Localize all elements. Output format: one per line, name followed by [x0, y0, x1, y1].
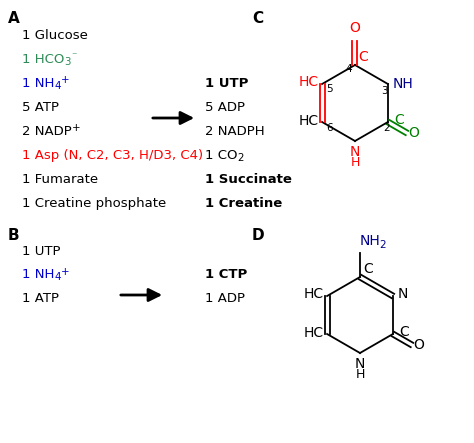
Text: 1 Creatine: 1 Creatine: [205, 197, 282, 210]
Text: 1 UTP: 1 UTP: [22, 245, 61, 257]
Text: N: N: [355, 357, 365, 371]
Text: C: C: [399, 325, 409, 339]
Text: H: H: [356, 368, 365, 381]
Text: 2: 2: [383, 123, 390, 133]
Text: 1 Asp (N, C2, C3, H/D3, C4): 1 Asp (N, C2, C3, H/D3, C4): [22, 148, 203, 162]
Text: 6: 6: [326, 123, 333, 133]
Text: 2: 2: [237, 152, 244, 163]
Text: 1 CO: 1 CO: [205, 148, 237, 162]
Text: B: B: [8, 228, 19, 243]
Text: N: N: [398, 287, 408, 301]
Text: C: C: [363, 262, 373, 276]
Text: 5: 5: [326, 84, 333, 94]
Text: HC: HC: [304, 287, 324, 301]
Text: HC: HC: [299, 114, 319, 128]
Text: C: C: [394, 113, 404, 127]
Text: 3: 3: [382, 86, 388, 96]
Text: 3: 3: [64, 57, 71, 66]
Text: 2: 2: [379, 240, 386, 250]
Text: 5 ADP: 5 ADP: [205, 101, 245, 113]
Text: 1 NH: 1 NH: [22, 268, 55, 281]
Text: 2 NADPH: 2 NADPH: [205, 124, 264, 137]
Text: 5 ATP: 5 ATP: [22, 101, 59, 113]
Text: 1 NH: 1 NH: [22, 77, 55, 89]
Text: +: +: [61, 267, 70, 277]
Text: 4: 4: [55, 272, 61, 283]
Text: O: O: [409, 126, 419, 140]
Text: D: D: [252, 228, 264, 243]
Text: O: O: [349, 21, 360, 35]
Text: 1 Fumarate: 1 Fumarate: [22, 172, 98, 186]
Text: 1 HCO: 1 HCO: [22, 53, 64, 66]
Text: H: H: [350, 156, 360, 169]
Text: A: A: [8, 11, 20, 26]
Text: 4: 4: [346, 64, 352, 74]
Text: 1 ADP: 1 ADP: [205, 292, 245, 306]
Text: NH: NH: [360, 234, 381, 248]
Text: 1 UTP: 1 UTP: [205, 77, 248, 89]
Text: C: C: [358, 50, 368, 64]
Text: 1 Glucose: 1 Glucose: [22, 28, 88, 42]
Text: N: N: [350, 145, 360, 159]
Text: +: +: [61, 75, 70, 85]
Text: HC: HC: [299, 75, 319, 89]
Text: ⁻: ⁻: [71, 51, 76, 61]
Text: NH: NH: [393, 77, 414, 91]
Text: 1 ATP: 1 ATP: [22, 292, 59, 306]
Text: HC: HC: [304, 326, 324, 340]
Text: 1 Succinate: 1 Succinate: [205, 172, 292, 186]
Text: O: O: [413, 338, 424, 352]
Text: +: +: [72, 123, 81, 133]
Text: C: C: [252, 11, 263, 26]
Text: 4: 4: [55, 81, 61, 90]
Text: 1 CTP: 1 CTP: [205, 268, 247, 281]
Text: 1 Creatine phosphate: 1 Creatine phosphate: [22, 197, 166, 210]
Text: 2 NADP: 2 NADP: [22, 124, 72, 137]
